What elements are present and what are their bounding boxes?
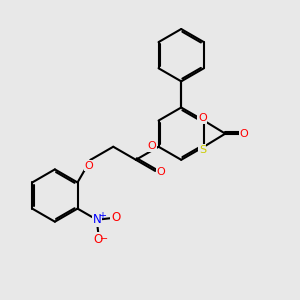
Text: O: O xyxy=(148,141,156,151)
Text: O: O xyxy=(240,129,248,139)
Text: O: O xyxy=(111,211,120,224)
Text: −: − xyxy=(100,234,108,244)
Text: O: O xyxy=(94,232,103,246)
Text: N: N xyxy=(93,213,102,226)
Text: +: + xyxy=(98,211,106,221)
Text: O: O xyxy=(85,161,94,171)
Text: S: S xyxy=(199,145,206,155)
Text: O: O xyxy=(156,167,165,177)
Text: O: O xyxy=(198,113,207,123)
